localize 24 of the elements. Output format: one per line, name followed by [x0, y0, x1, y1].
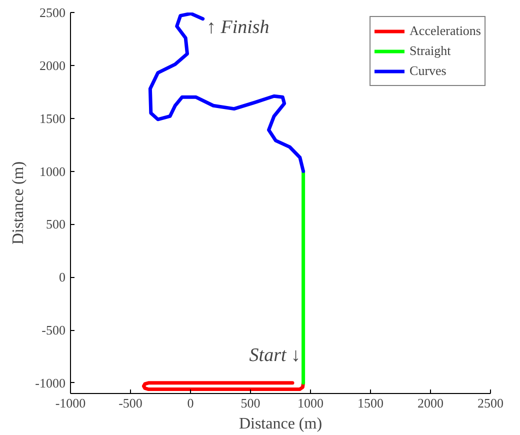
x-tick-label: 0 [187, 396, 194, 410]
y-tick-label: -500 [42, 322, 66, 338]
x-tick-label: 2500 [478, 396, 504, 410]
y-tick-label: -1000 [35, 375, 66, 390]
line-series [142, 381, 306, 392]
y-tick-label: 500 [46, 216, 66, 232]
y-tick-label: 1000 [40, 164, 66, 179]
annotation: Start ↓ [249, 345, 300, 366]
x-tick-label: 500 [240, 396, 260, 410]
x-tick-label: 1500 [358, 396, 384, 410]
line-series [148, 12, 306, 173]
x-axis-title: Distance (m) [238, 416, 322, 432]
annotation: ↑ Finish [206, 17, 270, 38]
y-tick-label: 1500 [40, 110, 66, 126]
x-tick-label: -500 [118, 396, 142, 410]
y-tick-label: 2000 [40, 58, 66, 73]
legend-label: Straight [410, 43, 451, 59]
y-tick-label: 2500 [40, 5, 66, 20]
legend-label: Accelerations [410, 23, 481, 39]
x-tick-label: 2000 [418, 396, 444, 410]
x-tick-label: 1000 [298, 396, 324, 410]
legend-label: Curves [410, 63, 446, 79]
y-axis-title: Distance (m) [10, 161, 28, 245]
y-tick-label: 0 [59, 270, 66, 285]
